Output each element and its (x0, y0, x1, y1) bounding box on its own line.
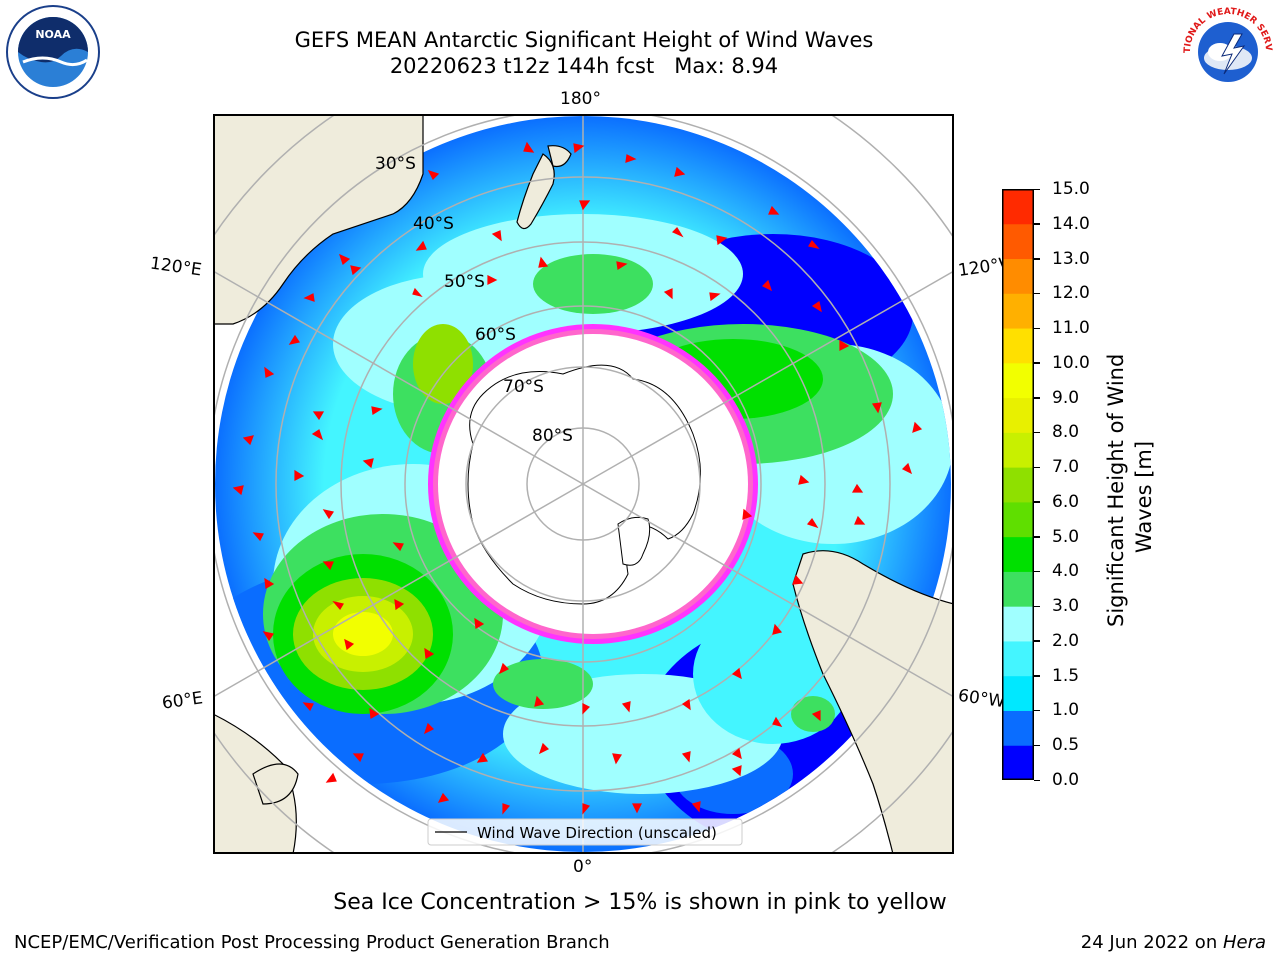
polar-map-svg: 30°S 40°S 50°S 60°S 70°S 80°S Wind Wave … (137, 38, 1029, 930)
lat-label-80s: 80°S (532, 426, 573, 446)
colorbar-segment (1002, 675, 1034, 711)
colorbar (1002, 189, 1034, 781)
antarctica (428, 324, 758, 644)
colorbar-tick-label: 11.0 (1052, 318, 1090, 339)
colorbar-tick-label: 12.0 (1052, 283, 1090, 304)
colorbar-tick-label: 8.0 (1052, 422, 1080, 443)
colorbar-tick-label: 7.0 (1052, 457, 1080, 478)
colorbar-segment (1002, 710, 1034, 746)
colorbar-segment (1002, 397, 1034, 433)
colorbar-segment (1002, 432, 1034, 468)
colorbar-segment (1002, 745, 1034, 781)
colorbar-segment (1002, 467, 1034, 503)
colorbar-segment (1002, 606, 1034, 642)
legend-label: Wind Wave Direction (unscaled) (477, 824, 717, 842)
colorbar-tick-mark (1034, 223, 1040, 225)
lat-label-30s: 30°S (375, 154, 416, 174)
colorbar-segment (1002, 189, 1034, 225)
colorbar-segment (1002, 362, 1034, 399)
colorbar-bar (1002, 189, 1034, 781)
caption: Sea Ice Concentration > 15% is shown in … (333, 890, 947, 915)
footer-left: NCEP/EMC/Verification Post Processing Pr… (14, 932, 610, 953)
colorbar-tick-mark (1034, 536, 1040, 538)
colorbar-segment (1002, 536, 1034, 572)
colorbar-tick-mark (1034, 709, 1040, 712)
polar-map: 30°S 40°S 50°S 60°S 70°S 80°S Wind Wave … (137, 38, 1029, 930)
colorbar-tick-label: 1.0 (1052, 700, 1080, 721)
footer-host: Hera (1222, 932, 1266, 953)
colorbar-tick-label: 15.0 (1052, 179, 1090, 199)
colorbar-title-line2: Waves [m] (1132, 440, 1156, 554)
lon-label-120e: 120°E (148, 253, 203, 281)
colorbar-tick-mark (1034, 397, 1040, 399)
colorbar-title-line1: Significant Height of Wind (1104, 353, 1128, 627)
colorbar-tick-label: 0.0 (1052, 770, 1080, 790)
colorbar-segment (1002, 640, 1034, 677)
colorbar-segment (1002, 223, 1034, 260)
wave-direction-arrows (232, 141, 923, 815)
footer-right: 24 Jun 2022 on Hera (1081, 932, 1266, 953)
colorbar-tick-label: 2.0 (1052, 630, 1080, 651)
colorbar-tick-mark (1034, 258, 1040, 260)
colorbar-tick-mark (1034, 431, 1040, 434)
noaa-logo: NOAA (3, 4, 103, 100)
colorbar-tick-label: 9.0 (1052, 387, 1080, 408)
legend: Wind Wave Direction (unscaled) (427, 818, 743, 846)
colorbar-tick-mark (1034, 779, 1040, 781)
lat-label-60s: 60°S (475, 325, 516, 345)
colorbar-tick-mark (1034, 744, 1040, 747)
colorbar-tick-mark (1034, 362, 1040, 364)
colorbar-tick-label: 10.0 (1052, 352, 1090, 373)
colorbar-tick-label: 5.0 (1052, 526, 1080, 547)
colorbar-tick-mark (1034, 501, 1040, 503)
colorbar-tick-mark (1034, 675, 1040, 677)
lat-label-40s: 40°S (413, 214, 454, 234)
colorbar-segment (1002, 501, 1034, 538)
colorbar-segment (1002, 258, 1034, 294)
colorbar-tick-label: 0.5 (1052, 735, 1080, 756)
footer-date: 24 Jun 2022 on (1080, 932, 1223, 953)
svg-text:NOAA: NOAA (35, 28, 71, 41)
colorbar-tick-label: 13.0 (1052, 248, 1090, 269)
colorbar-tick-mark (1034, 466, 1040, 469)
lat-label-70s: 70°S (503, 377, 544, 397)
colorbar-segment (1002, 293, 1034, 329)
lon-label-180: 180° (560, 89, 601, 109)
lon-label-60w: 60°W (956, 685, 1007, 713)
latitude-labels: 30°S 40°S 50°S 60°S 70°S 80°S (375, 154, 573, 446)
colorbar-tick-mark (1034, 292, 1040, 295)
lat-label-50s: 50°S (444, 272, 485, 292)
colorbar-segment (1002, 571, 1034, 607)
chart-title: GEFS MEAN Antarctic Significant Height o… (294, 28, 874, 52)
colorbar-tick-label: 1.5 (1052, 665, 1080, 686)
colorbar-tick-mark (1034, 640, 1040, 642)
colorbar-tick-mark (1034, 327, 1040, 330)
colorbar-tick-mark (1034, 188, 1040, 190)
colorbar-tick-label: 14.0 (1052, 213, 1090, 234)
colorbar-ticks: 0.0 0.5 1.0 1.5 2.0 3.0 4.0 5.0 6.0 7.0 8.0 9.0 10.0… (1034, 180, 1094, 790)
chart-subtitle: 20220623 t12z 144h fcst Max: 8.94 (389, 54, 779, 78)
colorbar-tick-mark (1034, 605, 1040, 608)
lon-label-60e: 60°E (160, 688, 205, 714)
colorbar-tick-label: 6.0 (1052, 491, 1080, 512)
nws-logo: NATIONAL WEATHER SERVICE (1174, 0, 1278, 100)
lon-label-0: 0° (573, 857, 593, 877)
colorbar-tick-label: 4.0 (1052, 561, 1080, 582)
colorbar-title: Significant Height of Wind Waves [m] (1102, 353, 1158, 627)
colorbar-tick-mark (1034, 570, 1040, 573)
colorbar-segment (1002, 328, 1034, 364)
colorbar-tick-label: 3.0 (1052, 596, 1080, 617)
